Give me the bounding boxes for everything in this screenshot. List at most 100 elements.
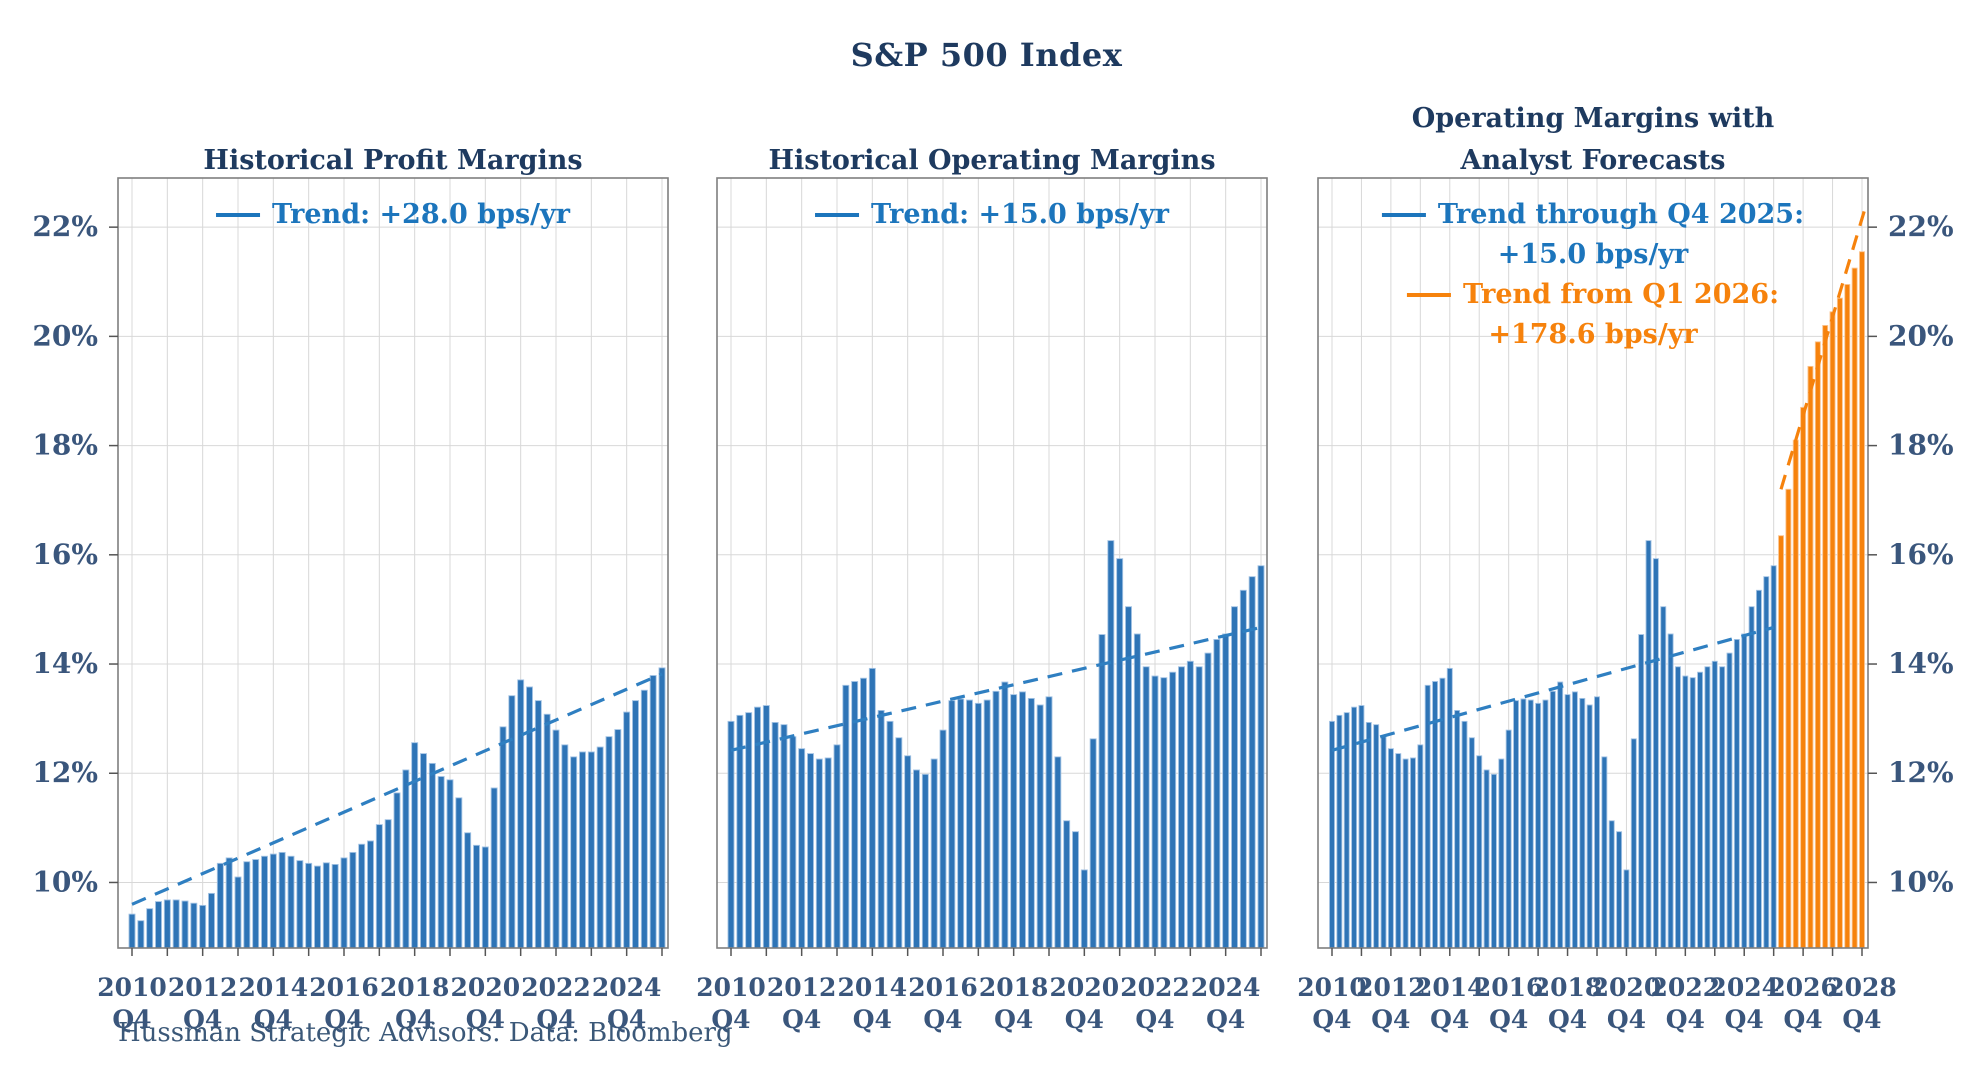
x-tick-label: Q4: [1312, 1005, 1351, 1034]
x-tick-label: 2028: [1827, 973, 1897, 1002]
x-axis: 2010 Q4 2012 Q4 2014 Q4 2016 Q4 2018 Q4 2020 Q4 2022…: [696, 948, 1262, 1034]
bar: [1387, 748, 1394, 949]
bar: [1019, 691, 1026, 949]
bar: [1822, 325, 1829, 949]
bar: [1410, 757, 1416, 949]
bar: [1505, 729, 1512, 949]
bar: [190, 902, 198, 949]
bar: [1373, 724, 1380, 949]
bar: [393, 792, 401, 949]
bar: [508, 695, 516, 949]
bar: [1461, 720, 1468, 949]
panel3-title: Operating Margins with Analyst Forecasts: [1412, 98, 1775, 182]
x-tick-label: Q4: [1135, 1005, 1174, 1034]
bar: [1222, 633, 1230, 949]
x-tick-label: 2020: [1592, 973, 1662, 1002]
x-tick-label: Q4: [183, 1005, 222, 1034]
bar: [208, 892, 215, 949]
bar: [913, 769, 920, 949]
bar: [490, 787, 498, 949]
plot-frame: [716, 177, 1268, 949]
x-tick-label: 2016: [908, 973, 978, 1002]
bar: [1072, 831, 1079, 949]
panel-3: 2010Q42012Q42014Q42016Q42018Q42020Q42022…: [1297, 177, 1954, 1034]
bar: [895, 737, 903, 949]
bar: [789, 736, 797, 949]
bar: [1549, 690, 1556, 949]
x-tick-label: Q4: [1607, 1005, 1646, 1034]
bar: [939, 729, 947, 949]
bar: [455, 797, 463, 949]
y-axis-right: 10% 12% 14% 16% 18% 20% 22%: [1868, 210, 1954, 898]
x-tick-label: 2010: [1297, 973, 1367, 1002]
x-tick-label: Q4: [1666, 1005, 1705, 1034]
x-tick-label: 2024: [1191, 973, 1261, 1002]
bar: [1859, 251, 1865, 949]
x-tick-label: Q4: [923, 1005, 962, 1034]
bar: [904, 755, 912, 949]
bar: [172, 899, 180, 949]
bar: [163, 899, 171, 949]
bar: [807, 753, 814, 949]
bar: [605, 736, 613, 949]
y-tick-label: 12%: [1888, 756, 1954, 789]
bar: [1792, 439, 1799, 949]
x-tick-label: 2016: [1474, 973, 1544, 1002]
bar: [1380, 736, 1387, 949]
bar: [181, 900, 189, 949]
bar: [1711, 660, 1718, 949]
bar: [1395, 753, 1402, 949]
bar: [1098, 634, 1106, 949]
bar: [1248, 576, 1256, 949]
y-tick-label: 20%: [32, 319, 98, 352]
x-tick-label: Q4: [1489, 1005, 1528, 1034]
x-tick-label: Q4: [395, 1005, 434, 1034]
x-tick-label: 2024: [1709, 973, 1779, 1002]
x-tick-label: 2026: [1768, 973, 1838, 1002]
panel3-legend-orange-line1: Trend from Q1 2026:: [1462, 279, 1780, 310]
bar: [596, 746, 604, 949]
bar: [877, 710, 885, 949]
panel2-legend: Trend: +15.0 bps/yr: [815, 195, 1169, 235]
trend-line-blue: [131, 672, 663, 906]
bar: [1778, 535, 1784, 949]
bar: [623, 711, 631, 949]
bar: [384, 819, 392, 949]
bar: [340, 857, 348, 949]
plot-frame: [1317, 177, 1869, 949]
panel1-legend: Trend: +28.0 bps/yr: [216, 195, 570, 235]
bar: [446, 779, 454, 949]
bar: [128, 913, 136, 949]
bar: [570, 756, 578, 949]
x-tick-label: 2010: [97, 973, 167, 1002]
bar: [526, 686, 533, 949]
bar: [243, 861, 251, 949]
bar: [1557, 681, 1564, 949]
bar: [1608, 820, 1615, 949]
bar: [1365, 722, 1372, 949]
bar: [1476, 755, 1483, 949]
x-tick-label: Q4: [853, 1005, 892, 1034]
panel3-legend-orange-line2: +178.6 bps/yr: [1488, 319, 1698, 350]
bar: [1542, 699, 1549, 949]
bar: [1755, 589, 1762, 949]
panel-2: 2010 Q4 2012 Q4 2014 Q4 2016 Q4 2018 Q4 2020 Q4 2022…: [696, 177, 1268, 1034]
bar: [1719, 666, 1726, 949]
bar: [534, 700, 542, 949]
bar: [331, 864, 339, 949]
x-tick-label: 2012: [168, 973, 238, 1002]
bar: [146, 908, 154, 949]
bar: [1638, 634, 1645, 949]
panel3-title-line1: Operating Margins with: [1411, 103, 1775, 134]
bar: [1564, 694, 1571, 949]
bar: [216, 862, 224, 949]
panel3-legend-blue-line2: +15.0 bps/yr: [1497, 239, 1689, 270]
bar: [1080, 869, 1088, 949]
x-tick-label: Q4: [1206, 1005, 1245, 1034]
bar: [1586, 704, 1593, 949]
bar: [1741, 633, 1748, 949]
y-tick-label: 14%: [32, 647, 98, 680]
panel1-title: Historical Profit Margins: [203, 145, 583, 176]
y-tick-label: 10%: [32, 865, 98, 898]
